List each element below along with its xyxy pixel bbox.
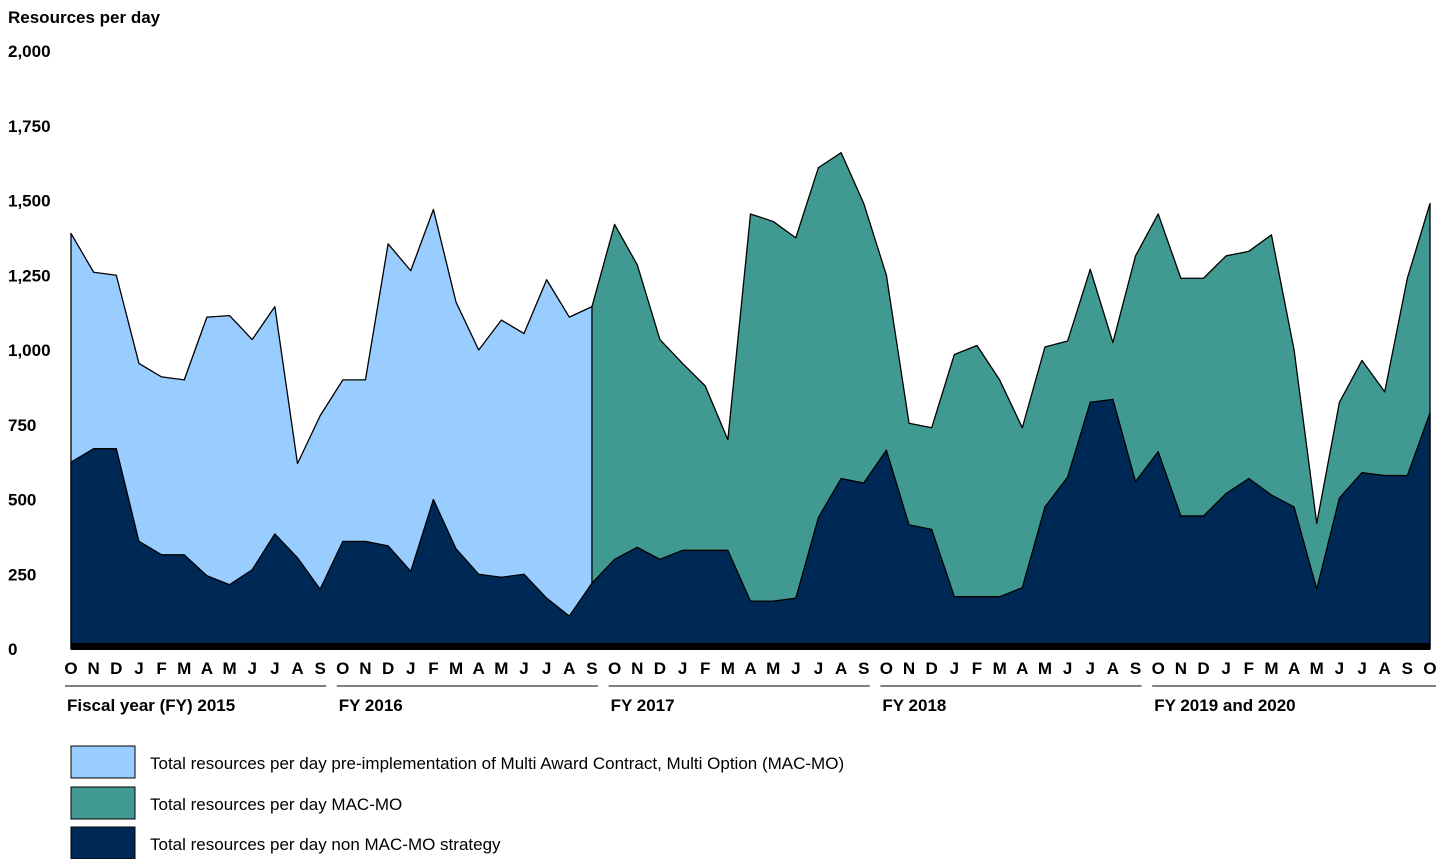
y-tick-label: 2,000 [8, 42, 51, 61]
x-tick-label: N [631, 659, 643, 678]
x-tick-label: S [1402, 659, 1413, 678]
x-tick-label: D [926, 659, 938, 678]
x-tick-label: O [64, 659, 77, 678]
x-tick-label: F [428, 659, 438, 678]
x-tick-label: J [1221, 659, 1230, 678]
y-tick-label: 1,500 [8, 192, 51, 211]
legend-label: Total resources per day pre-implementati… [150, 754, 844, 773]
x-tick-label: J [814, 659, 823, 678]
x-tick-label: N [359, 659, 371, 678]
x-tick-label: A [473, 659, 485, 678]
y-tick-label: 1,750 [8, 117, 51, 136]
x-tick-label: M [222, 659, 236, 678]
x-tick-label: F [1244, 659, 1254, 678]
y-axis-title: Resources per day [8, 8, 161, 27]
x-tick-label: J [950, 659, 959, 678]
group-label: FY 2016 [339, 696, 403, 715]
x-tick-label: J [1063, 659, 1072, 678]
x-tick-label: J [1335, 659, 1344, 678]
x-tick-label: J [406, 659, 415, 678]
x-tick-label: M [721, 659, 735, 678]
x-tick-label: S [858, 659, 869, 678]
x-tick-label: J [1086, 659, 1095, 678]
x-tick-label: F [156, 659, 166, 678]
x-tick-label: A [1107, 659, 1119, 678]
legend-label: Total resources per day MAC-MO [150, 795, 402, 814]
x-tick-label: M [1038, 659, 1052, 678]
x-tick-label: O [1423, 659, 1436, 678]
y-tick-label: 250 [8, 565, 36, 584]
x-tick-label: F [972, 659, 982, 678]
x-tick-label: D [654, 659, 666, 678]
y-axis-ticks: 0 250 500 750 1,000 1,250 1,500 1,750 2,000 [8, 42, 51, 659]
x-axis-baseline [71, 643, 1430, 650]
x-tick-label: N [88, 659, 100, 678]
x-tick-label: S [314, 659, 325, 678]
legend-swatch [70, 826, 136, 859]
y-tick-label: 1,250 [8, 266, 51, 285]
x-tick-label: A [201, 659, 213, 678]
x-tick-label: J [678, 659, 687, 678]
x-tick-label: O [880, 659, 893, 678]
x-tick-label: S [1130, 659, 1141, 678]
group-label: Fiscal year (FY) 2015 [67, 696, 235, 715]
x-tick-label: A [744, 659, 756, 678]
x-tick-label: J [542, 659, 551, 678]
x-tick-label: D [110, 659, 122, 678]
x-tick-label: J [519, 659, 528, 678]
x-tick-label: M [766, 659, 780, 678]
x-tick-label: M [1310, 659, 1324, 678]
y-tick-label: 750 [8, 416, 36, 435]
area-series-3 [70, 398, 1431, 650]
x-tick-label: S [586, 659, 597, 678]
x-tick-label: A [1379, 659, 1391, 678]
x-tick-label: O [608, 659, 621, 678]
x-tick-label: M [177, 659, 191, 678]
x-tick-label: A [563, 659, 575, 678]
x-tick-label: J [134, 659, 143, 678]
y-tick-label: 1,000 [8, 341, 51, 360]
x-tick-label: O [1152, 659, 1165, 678]
fiscal-year-groups: Fiscal year (FY) 2015 FY 2016 FY 2017 FY 20… [65, 685, 1436, 715]
area-series-1 [70, 208, 616, 650]
x-tick-label: M [993, 659, 1007, 678]
chart-areas [70, 152, 1431, 650]
x-tick-label: M [1264, 659, 1278, 678]
group-label: FY 2019 and 2020 [1154, 696, 1295, 715]
x-tick-label: O [336, 659, 349, 678]
x-tick-label: M [449, 659, 463, 678]
x-tick-label: F [700, 659, 710, 678]
x-tick-label: D [382, 659, 394, 678]
x-tick-label: A [291, 659, 303, 678]
y-tick-label: 500 [8, 491, 36, 510]
group-label: FY 2017 [611, 696, 675, 715]
x-tick-label: A [835, 659, 847, 678]
legend-swatch [70, 745, 136, 779]
x-axis-line [71, 643, 1430, 650]
x-tick-label: D [1197, 659, 1209, 678]
x-tick-label: N [1175, 659, 1187, 678]
x-tick-label: M [494, 659, 508, 678]
x-tick-label: J [791, 659, 800, 678]
y-tick-label: 0 [8, 640, 17, 659]
legend-swatch [70, 786, 136, 820]
group-label: FY 2018 [882, 696, 946, 715]
x-tick-label: A [1288, 659, 1300, 678]
x-tick-label: J [247, 659, 256, 678]
legend-label: Total resources per day non MAC-MO strat… [150, 835, 501, 854]
x-tick-label: J [270, 659, 279, 678]
legend: Total resources per day pre-implementati… [70, 745, 844, 859]
x-tick-label: A [1016, 659, 1028, 678]
x-tick-label: J [1357, 659, 1366, 678]
x-tick-label: N [903, 659, 915, 678]
